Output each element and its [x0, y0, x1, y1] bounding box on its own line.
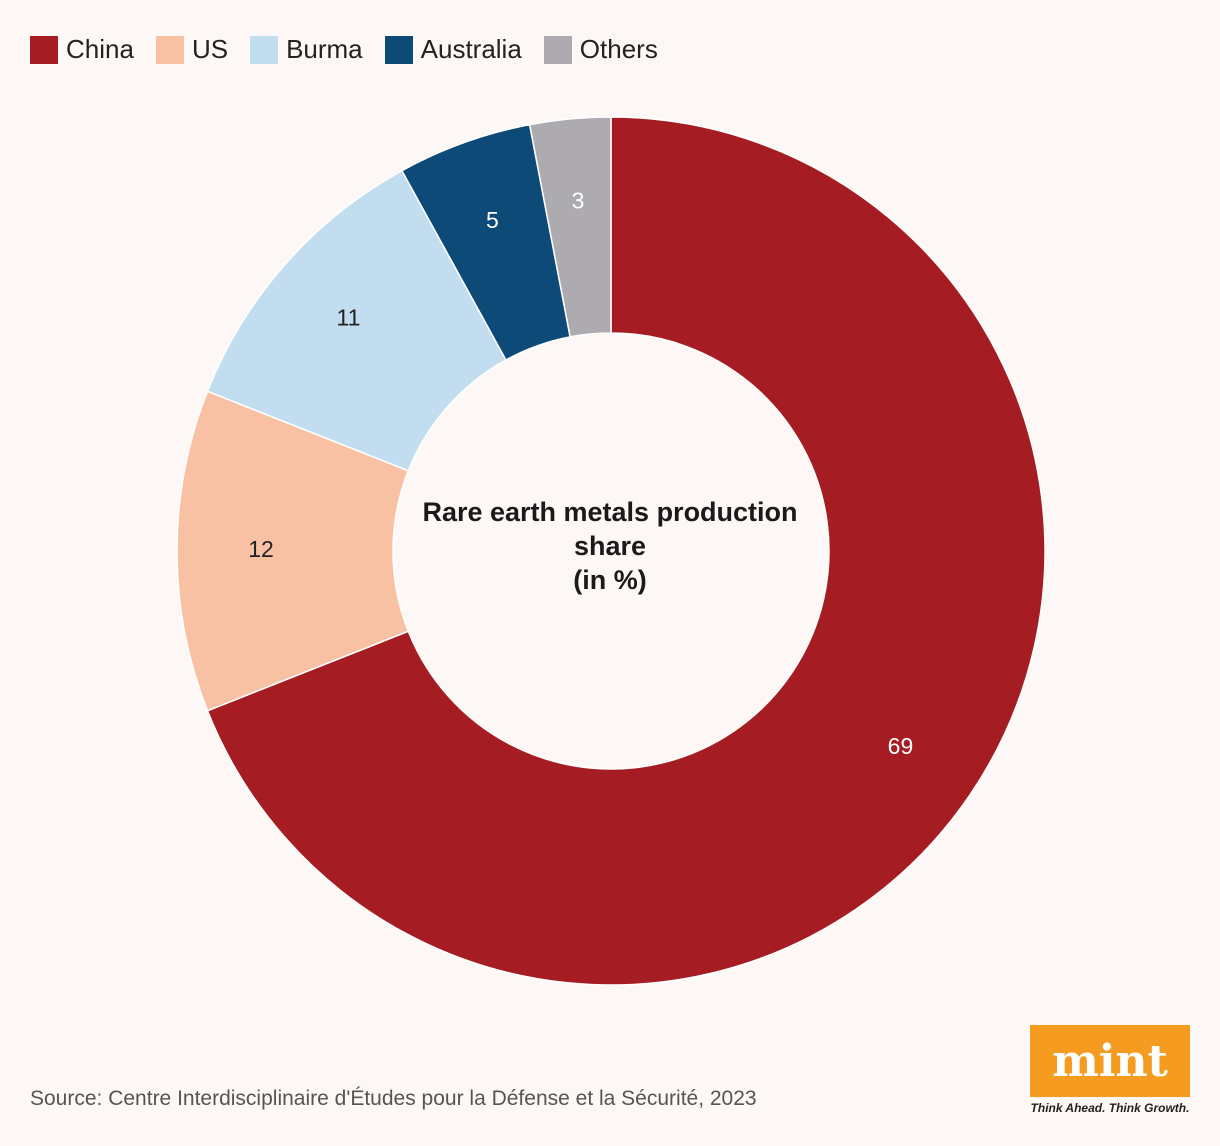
value-label-china: 69	[888, 733, 914, 759]
legend-swatch-china	[30, 35, 58, 64]
legend-item-burma: Burma	[250, 34, 363, 65]
legend-item-australia: Australia	[384, 34, 522, 65]
mint-logo: mint	[1030, 1025, 1190, 1097]
legend-swatch-burma	[250, 35, 279, 64]
chart-title: Rare earth metals production	[422, 497, 798, 527]
legend-swatch-australia	[384, 35, 413, 64]
slice-us	[176, 390, 410, 712]
legend-swatch-others	[543, 35, 572, 64]
chart-legend: China US Burma Australia Others	[30, 34, 680, 65]
brand-block: mint Think Ahead. Think Growth.	[1030, 1025, 1190, 1115]
legend-item-us: US	[155, 34, 229, 65]
value-label-us: 12	[248, 536, 274, 562]
source-note: Source: Centre Interdisciplinaire d'Étud…	[30, 1087, 757, 1110]
value-label-australia: 5	[486, 207, 499, 233]
legend-label-us: US	[191, 34, 229, 64]
chart-subtitle: (in %)	[573, 565, 647, 595]
value-label-others: 3	[572, 188, 585, 214]
legend-label-china: China	[66, 34, 134, 64]
chart-center-title: Rare earth metals production share (in %…	[410, 495, 810, 597]
legend-label-australia: Australia	[420, 34, 522, 64]
legend-label-burma: Burma	[286, 34, 363, 64]
chart-title-line2: share	[573, 531, 647, 561]
legend-item-others: Others	[543, 34, 658, 65]
legend-label-others: Others	[579, 34, 658, 64]
donut-slices	[176, 116, 1046, 986]
slice-others	[528, 116, 612, 338]
value-label-burma: 11	[337, 305, 361, 331]
legend-swatch-us	[155, 35, 184, 64]
slice-burma	[206, 169, 507, 472]
slice-china	[206, 116, 1046, 986]
brand-tagline: Think Ahead. Think Growth.	[1030, 1101, 1190, 1115]
donut-value-labels: 69 12 11 5 3	[248, 188, 913, 759]
legend-item-china: China	[30, 34, 134, 65]
